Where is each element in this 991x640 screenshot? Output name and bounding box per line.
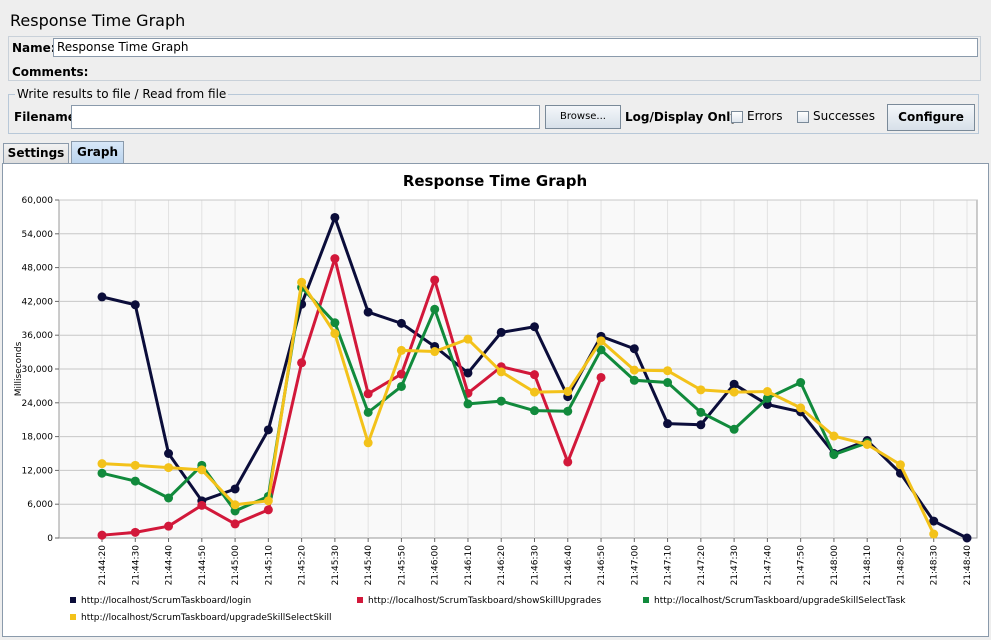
errors-checkbox[interactable] [731,111,743,123]
tab-graph-label: Graph [77,145,118,159]
errors-label[interactable]: Errors [747,109,783,123]
tab-graph[interactable]: Graph [71,141,124,164]
comments-field[interactable] [79,60,978,78]
browse-button[interactable]: Browse... [545,105,621,129]
tab-settings-label: Settings [7,146,65,160]
log-display-label: Log/Display Only: [625,110,743,124]
successes-label[interactable]: Successes [813,109,875,123]
filename-label: Filename [14,110,76,124]
file-group-label: Write results to file / Read from file [15,87,229,101]
filename-input[interactable] [71,105,540,129]
name-label: Name: [12,41,56,55]
configure-button[interactable]: Configure [887,104,975,131]
window-title: Response Time Graph [10,11,186,30]
browse-button-label: Browse... [560,111,606,122]
graph-panel [2,163,989,637]
name-field[interactable]: Response Time Graph [53,38,978,57]
file-group-border [8,94,979,134]
name-comments-panel: Name: Response Time Graph Comments: [8,36,981,81]
successes-checkbox[interactable] [797,111,809,123]
configure-button-label: Configure [898,110,964,124]
tab-settings[interactable]: Settings [3,143,69,163]
comments-label: Comments: [12,65,89,79]
